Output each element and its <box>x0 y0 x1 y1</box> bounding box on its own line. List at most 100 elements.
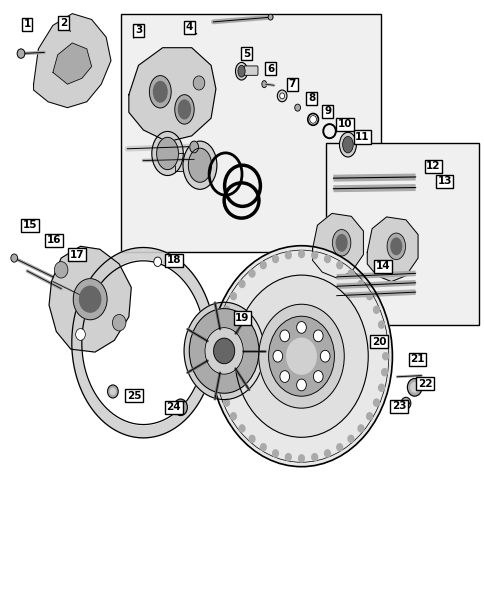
Circle shape <box>214 353 220 360</box>
Text: 6: 6 <box>266 64 273 74</box>
Circle shape <box>234 275 367 437</box>
Polygon shape <box>53 43 91 84</box>
Text: 17: 17 <box>70 250 84 260</box>
Text: 22: 22 <box>417 379 432 389</box>
Circle shape <box>112 315 126 331</box>
Circle shape <box>215 369 221 376</box>
Ellipse shape <box>153 81 166 102</box>
Circle shape <box>184 302 264 399</box>
Ellipse shape <box>189 141 198 153</box>
Ellipse shape <box>390 238 401 254</box>
Circle shape <box>153 257 161 266</box>
Text: 7: 7 <box>288 79 295 89</box>
Circle shape <box>230 293 236 300</box>
Circle shape <box>223 399 229 406</box>
Ellipse shape <box>149 75 171 108</box>
Circle shape <box>223 306 229 313</box>
Circle shape <box>348 270 353 277</box>
Circle shape <box>76 329 85 340</box>
Text: 9: 9 <box>323 106 331 116</box>
Text: 21: 21 <box>409 354 424 364</box>
Circle shape <box>260 262 266 269</box>
Circle shape <box>400 398 410 409</box>
Circle shape <box>230 413 236 420</box>
Circle shape <box>313 330 322 342</box>
Ellipse shape <box>335 234 346 251</box>
Circle shape <box>311 252 317 259</box>
FancyBboxPatch shape <box>243 66 257 75</box>
Circle shape <box>239 425 244 432</box>
Ellipse shape <box>339 133 356 157</box>
Circle shape <box>249 270 255 277</box>
Circle shape <box>213 338 234 363</box>
Text: 12: 12 <box>425 161 440 171</box>
Circle shape <box>324 450 330 457</box>
Ellipse shape <box>386 233 405 260</box>
Circle shape <box>311 454 317 461</box>
Bar <box>325 143 479 325</box>
Bar <box>174 154 201 171</box>
Circle shape <box>298 250 304 257</box>
Circle shape <box>373 306 378 313</box>
Text: 5: 5 <box>242 48 249 58</box>
Text: 4: 4 <box>185 22 193 32</box>
Text: 19: 19 <box>235 313 249 323</box>
Circle shape <box>382 353 388 360</box>
Ellipse shape <box>332 230 350 256</box>
Circle shape <box>296 379 306 391</box>
Ellipse shape <box>182 141 216 189</box>
Ellipse shape <box>238 65 244 77</box>
Circle shape <box>336 444 342 451</box>
Polygon shape <box>72 247 212 438</box>
Text: 11: 11 <box>354 132 369 142</box>
Circle shape <box>381 337 387 344</box>
Circle shape <box>285 454 291 461</box>
Circle shape <box>258 305 344 408</box>
Text: 3: 3 <box>135 25 142 35</box>
Circle shape <box>239 280 244 287</box>
Polygon shape <box>33 14 111 108</box>
Circle shape <box>268 316 333 396</box>
Ellipse shape <box>261 81 266 88</box>
Circle shape <box>268 14 272 20</box>
Circle shape <box>277 90 287 102</box>
Circle shape <box>11 254 17 262</box>
Circle shape <box>357 425 363 432</box>
Circle shape <box>381 369 387 376</box>
Circle shape <box>357 280 363 287</box>
Circle shape <box>410 383 418 392</box>
Circle shape <box>218 384 224 391</box>
Text: 20: 20 <box>371 336 385 346</box>
Circle shape <box>319 350 329 362</box>
Circle shape <box>313 370 322 382</box>
Circle shape <box>107 385 118 398</box>
Circle shape <box>407 379 421 396</box>
Circle shape <box>260 444 266 451</box>
Circle shape <box>218 321 224 328</box>
Text: 10: 10 <box>337 119 351 129</box>
Circle shape <box>205 327 243 374</box>
Text: 25: 25 <box>127 391 141 401</box>
Text: 2: 2 <box>60 18 67 28</box>
Circle shape <box>272 350 282 362</box>
Circle shape <box>173 399 187 416</box>
Ellipse shape <box>178 100 190 119</box>
Circle shape <box>249 435 255 442</box>
Polygon shape <box>366 217 417 282</box>
Polygon shape <box>49 246 131 352</box>
Circle shape <box>378 321 384 328</box>
Text: 23: 23 <box>391 401 406 411</box>
Text: 18: 18 <box>166 256 181 266</box>
Polygon shape <box>129 48 215 142</box>
Circle shape <box>373 399 378 406</box>
Circle shape <box>272 450 278 457</box>
Ellipse shape <box>188 148 211 182</box>
Circle shape <box>79 286 101 312</box>
Circle shape <box>279 93 284 99</box>
Circle shape <box>296 322 306 333</box>
Text: 16: 16 <box>46 236 61 246</box>
Ellipse shape <box>174 95 194 124</box>
Ellipse shape <box>156 137 178 170</box>
Text: 15: 15 <box>22 220 37 230</box>
Polygon shape <box>312 213 363 278</box>
